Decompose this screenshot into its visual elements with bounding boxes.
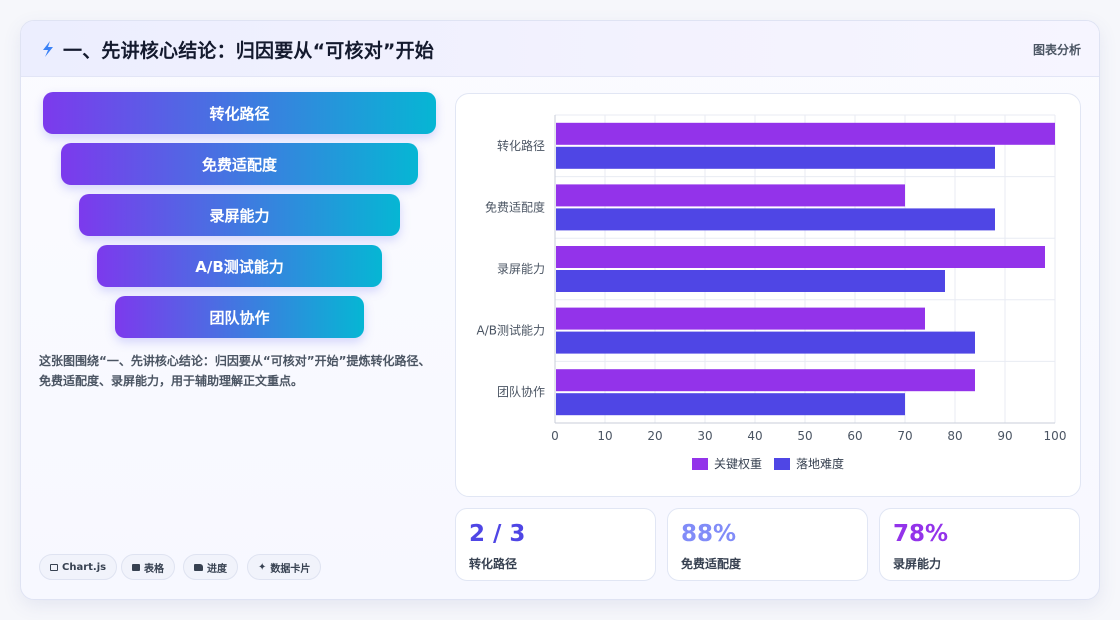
stat-value: 88% [681, 521, 737, 547]
y-tick-label: 免费适配度 [485, 199, 545, 214]
x-tick-label: 50 [797, 429, 812, 443]
legend-swatch [774, 458, 790, 470]
legend-label: 关键权重 [714, 457, 762, 471]
chip-label: 进度 [207, 563, 227, 575]
x-tick-label: 30 [697, 429, 712, 443]
legend-label: 落地难度 [796, 456, 844, 471]
main-card: 一、先讲核心结论：归因要从“可核对”开始 图表分析 转化路径 免费适配度 录屏能… [20, 20, 1100, 600]
lightning-icon [43, 41, 53, 57]
bar-key-weight [556, 369, 975, 392]
x-tick-label: 60 [847, 429, 862, 443]
x-tick-label: 70 [897, 429, 912, 443]
y-tick-label: 团队协作 [497, 384, 545, 399]
x-tick-label: 0 [551, 429, 559, 443]
bar-key-weight [556, 122, 1055, 145]
stat-card-3: 78% 录屏能力 [879, 508, 1080, 581]
stat-value: 2 / 3 [469, 521, 526, 547]
y-tick-label: A/B测试能力 [477, 323, 546, 338]
y-tick-label: 转化路径 [497, 138, 545, 153]
chip-table[interactable]: 表格 [121, 554, 175, 580]
funnel-step-1: 转化路径 [43, 92, 436, 134]
chip-label: Chart.js [62, 561, 107, 573]
chip-chartjs[interactable]: Chart.js [39, 554, 118, 580]
chip-label: 数据卡片 [270, 563, 311, 575]
funnel-step-5: 团队协作 [115, 296, 364, 338]
chart-icon [50, 563, 58, 571]
header: 一、先讲核心结论：归因要从“可核对”开始 图表分析 [21, 21, 1099, 77]
table-icon [132, 563, 140, 571]
x-tick-label: 90 [997, 429, 1012, 443]
chart-panel: 转化路径免费适配度录屏能力 A/B测试能力团队协作 0 10 20 30 40 50 60 70 8… [455, 93, 1081, 497]
x-tick-label: 40 [747, 429, 762, 443]
funnel-step-3: 录屏能力 [79, 194, 400, 236]
bar-key-weight [556, 307, 925, 330]
bar-key-weight [556, 184, 905, 207]
stat-card-1: 2 / 3 转化路径 [455, 508, 656, 581]
bar-difficulty [556, 208, 995, 231]
bar-difficulty [556, 270, 945, 292]
stat-label: 转化路径 [469, 557, 518, 571]
stat-card-2: 88% 免费适配度 [667, 508, 868, 581]
folder-icon [194, 563, 203, 571]
x-tick-label: 100 [1044, 429, 1067, 443]
page-title: 一、先讲核心结论：归因要从“可核对”开始 [63, 40, 434, 62]
chip-data-card[interactable]: ✦ 数据卡片 [247, 554, 322, 580]
stat-value: 78% [893, 521, 949, 547]
x-tick-label: 10 [597, 429, 612, 443]
bar-difficulty [556, 331, 975, 354]
funnel-step-4: A/B测试能力 [97, 245, 382, 287]
funnel-step-2: 免费适配度 [61, 143, 418, 185]
stat-label: 免费适配度 [681, 557, 742, 571]
bar-key-weight [556, 246, 1045, 268]
bar-difficulty [556, 146, 995, 169]
y-tick-label: 录屏能力 [497, 262, 545, 276]
x-tick-label: 80 [947, 429, 962, 443]
legend-swatch [692, 458, 708, 470]
bar-difficulty [556, 393, 905, 416]
chart-description: 这张图围绕“一、先讲核心结论：归因要从“可核对”开始”提炼转化路径、免费适配度、… [39, 354, 431, 388]
sparkle-icon: ✦ [258, 561, 267, 573]
stat-label: 录屏能力 [893, 557, 942, 571]
chart-analysis-tag: 图表分析 [1032, 43, 1081, 57]
chip-progress[interactable]: 进度 [183, 554, 238, 580]
chip-label: 表格 [144, 563, 164, 575]
x-tick-label: 20 [647, 429, 662, 443]
